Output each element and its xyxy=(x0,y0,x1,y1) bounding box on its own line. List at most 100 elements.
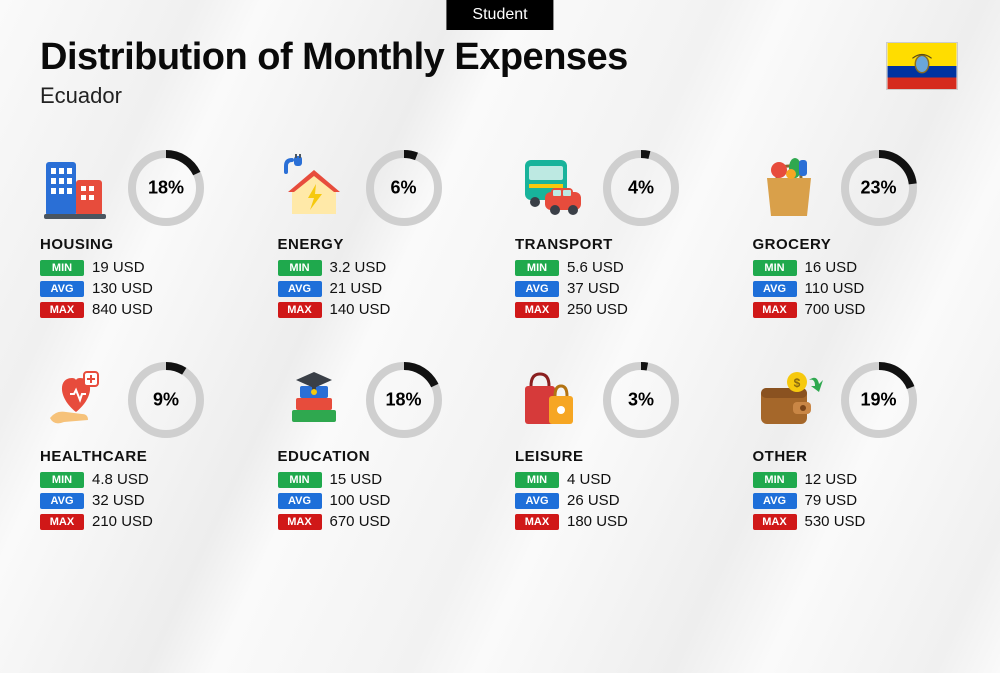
category-name: HEALTHCARE xyxy=(40,448,248,465)
category-name: ENERGY xyxy=(278,236,486,253)
max-value: 140 USD xyxy=(330,301,391,318)
buildings-icon xyxy=(40,152,112,224)
stats: MIN 4.8 USD AVG 32 USD MAX 210 USD xyxy=(40,471,248,530)
books-cap-icon xyxy=(278,364,350,436)
min-badge: MIN xyxy=(278,472,322,488)
min-badge: MIN xyxy=(515,472,559,488)
stats: MIN 4 USD AVG 26 USD MAX 180 USD xyxy=(515,471,723,530)
max-value: 670 USD xyxy=(330,513,391,530)
category-name: HOUSING xyxy=(40,236,248,253)
min-value: 16 USD xyxy=(805,259,858,276)
max-badge: MAX xyxy=(515,514,559,530)
shopping-bags-icon xyxy=(515,364,587,436)
percent-donut: 4% xyxy=(603,150,679,226)
percent-label: 23% xyxy=(860,178,896,199)
max-badge: MAX xyxy=(753,302,797,318)
category-name: GROCERY xyxy=(753,236,961,253)
percent-label: 4% xyxy=(628,178,654,199)
min-value: 15 USD xyxy=(330,471,383,488)
max-badge: MAX xyxy=(278,302,322,318)
max-value: 530 USD xyxy=(805,513,866,530)
stats: MIN 16 USD AVG 110 USD MAX 700 USD xyxy=(753,259,961,318)
min-value: 5.6 USD xyxy=(567,259,624,276)
avg-value: 79 USD xyxy=(805,492,858,509)
stat-avg: AVG 130 USD xyxy=(40,280,248,297)
category-card-energy: 6% ENERGY MIN 3.2 USD AVG 21 USD MAX 140… xyxy=(278,150,486,322)
min-value: 4.8 USD xyxy=(92,471,149,488)
max-badge: MAX xyxy=(515,302,559,318)
energy-house-icon xyxy=(278,152,350,224)
stats: MIN 15 USD AVG 100 USD MAX 670 USD xyxy=(278,471,486,530)
category-card-other: $ 19% OTHER MIN 12 USD AVG 79 USD MAX 53… xyxy=(753,362,961,534)
percent-donut: 3% xyxy=(603,362,679,438)
percent-label: 9% xyxy=(153,390,179,411)
max-value: 180 USD xyxy=(567,513,628,530)
stat-min: MIN 4.8 USD xyxy=(40,471,248,488)
stats: MIN 19 USD AVG 130 USD MAX 840 USD xyxy=(40,259,248,318)
stat-max: MAX 180 USD xyxy=(515,513,723,530)
svg-text:$: $ xyxy=(793,376,800,390)
min-badge: MIN xyxy=(753,472,797,488)
stat-max: MAX 670 USD xyxy=(278,513,486,530)
percent-donut: 18% xyxy=(366,362,442,438)
min-badge: MIN xyxy=(40,260,84,276)
percent-donut: 19% xyxy=(841,362,917,438)
percent-donut: 23% xyxy=(841,150,917,226)
persona-tag: Student xyxy=(446,0,553,30)
stat-min: MIN 15 USD xyxy=(278,471,486,488)
stat-avg: AVG 37 USD xyxy=(515,280,723,297)
min-value: 4 USD xyxy=(567,471,611,488)
percent-label: 3% xyxy=(628,390,654,411)
avg-value: 37 USD xyxy=(567,280,620,297)
percent-label: 6% xyxy=(390,178,416,199)
min-badge: MIN xyxy=(278,260,322,276)
category-card-leisure: 3% LEISURE MIN 4 USD AVG 26 USD MAX 180 … xyxy=(515,362,723,534)
min-value: 19 USD xyxy=(92,259,145,276)
page-title: Distribution of Monthly Expenses xyxy=(40,36,960,79)
avg-badge: AVG xyxy=(40,281,84,297)
stats: MIN 5.6 USD AVG 37 USD MAX 250 USD xyxy=(515,259,723,318)
max-badge: MAX xyxy=(40,514,84,530)
percent-label: 18% xyxy=(385,390,421,411)
heart-hand-icon xyxy=(40,364,112,436)
header: Distribution of Monthly Expenses Ecuador xyxy=(40,36,960,109)
category-card-healthcare: 9% HEALTHCARE MIN 4.8 USD AVG 32 USD MAX… xyxy=(40,362,248,534)
stat-avg: AVG 26 USD xyxy=(515,492,723,509)
grocery-bag-icon xyxy=(753,152,825,224)
category-name: TRANSPORT xyxy=(515,236,723,253)
avg-badge: AVG xyxy=(278,281,322,297)
stat-max: MAX 210 USD xyxy=(40,513,248,530)
stat-max: MAX 840 USD xyxy=(40,301,248,318)
avg-value: 130 USD xyxy=(92,280,153,297)
stat-avg: AVG 79 USD xyxy=(753,492,961,509)
stat-max: MAX 700 USD xyxy=(753,301,961,318)
categories-grid: 18% HOUSING MIN 19 USD AVG 130 USD MAX 8… xyxy=(40,150,960,534)
stat-max: MAX 530 USD xyxy=(753,513,961,530)
percent-donut: 6% xyxy=(366,150,442,226)
stat-avg: AVG 110 USD xyxy=(753,280,961,297)
wallet-arrow-icon: $ xyxy=(753,364,825,436)
avg-value: 110 USD xyxy=(805,280,865,297)
stat-min: MIN 5.6 USD xyxy=(515,259,723,276)
stat-min: MIN 4 USD xyxy=(515,471,723,488)
stat-max: MAX 250 USD xyxy=(515,301,723,318)
avg-value: 100 USD xyxy=(330,492,391,509)
category-name: EDUCATION xyxy=(278,448,486,465)
min-value: 12 USD xyxy=(805,471,858,488)
avg-badge: AVG xyxy=(278,493,322,509)
min-badge: MIN xyxy=(40,472,84,488)
avg-value: 21 USD xyxy=(330,280,383,297)
stat-avg: AVG 100 USD xyxy=(278,492,486,509)
bus-car-icon xyxy=(515,152,587,224)
category-name: OTHER xyxy=(753,448,961,465)
max-value: 250 USD xyxy=(567,301,628,318)
max-value: 210 USD xyxy=(92,513,153,530)
avg-badge: AVG xyxy=(40,493,84,509)
country-flag-icon xyxy=(886,42,958,90)
avg-badge: AVG xyxy=(753,493,797,509)
min-badge: MIN xyxy=(753,260,797,276)
stat-min: MIN 19 USD xyxy=(40,259,248,276)
category-card-transport: 4% TRANSPORT MIN 5.6 USD AVG 37 USD MAX … xyxy=(515,150,723,322)
avg-badge: AVG xyxy=(753,281,797,297)
percent-donut: 18% xyxy=(128,150,204,226)
